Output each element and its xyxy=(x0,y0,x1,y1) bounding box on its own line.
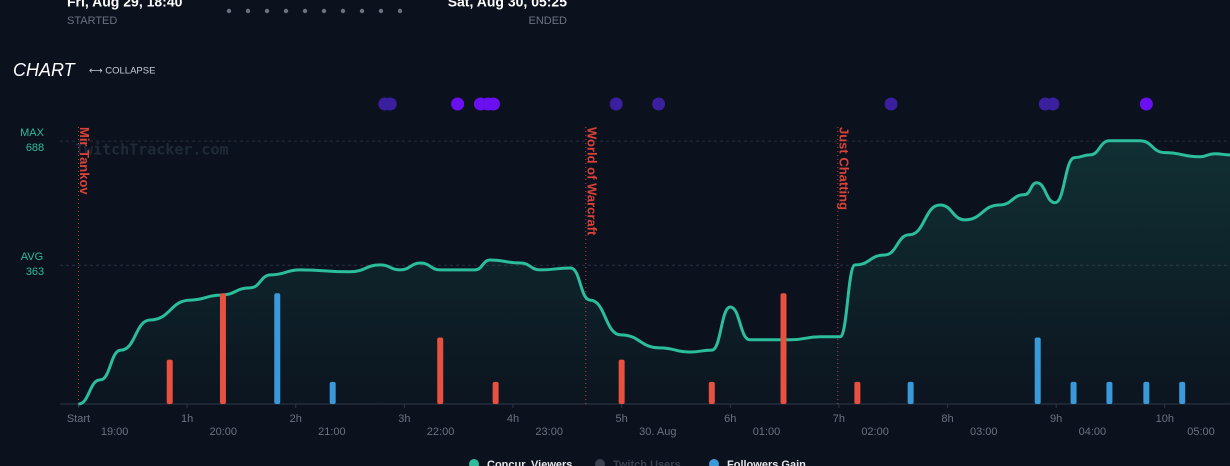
event-dot xyxy=(486,97,500,111)
followers-bar xyxy=(437,337,444,404)
event-dot xyxy=(451,97,465,111)
followers-bar xyxy=(1034,337,1041,404)
clock-tick-label: 04:00 xyxy=(1079,426,1107,438)
started-time: Fri, Aug 29, 18:40 xyxy=(67,0,183,10)
followers-bar xyxy=(274,293,281,404)
chart: TwitchTracker.com MAX 688 AVG 363 Start 1h 2h 3h… xyxy=(20,97,1230,466)
clock-tick-label: 21:00 xyxy=(318,426,346,438)
x-tick-label: 4h xyxy=(507,413,519,425)
ended-time: Sat, Aug 30, 05:25 xyxy=(448,0,568,10)
legend-label: Followers Gain xyxy=(727,459,806,466)
progress-dots xyxy=(226,8,403,14)
x-tick-label: 2h xyxy=(290,413,302,425)
legend-label: Concur. Viewers xyxy=(487,459,572,466)
section-title: CHART xyxy=(13,60,77,80)
legend-label: Twitch Users xyxy=(613,459,681,466)
clock-tick-label: 22:00 xyxy=(427,426,455,438)
viewers-line xyxy=(78,139,1230,406)
game-name: Mir Tankov xyxy=(77,127,92,195)
clock-tick-label: 23:00 xyxy=(535,426,563,438)
followers-bar xyxy=(907,381,914,404)
event-dot xyxy=(1139,97,1153,111)
x-tick-label: 6h xyxy=(724,413,736,425)
followers-bar xyxy=(219,293,226,404)
followers-bar xyxy=(1179,381,1186,404)
game-name: World of Warcraft xyxy=(584,127,599,236)
x-tick-label: 1h xyxy=(181,413,193,425)
reference-label: MAX xyxy=(20,127,45,139)
x-tick-label: 8h xyxy=(941,413,953,425)
x-tick-label: 7h xyxy=(833,413,845,425)
followers-bar xyxy=(329,381,336,404)
x-tick-label: 3h xyxy=(398,413,410,425)
started-label: STARTED xyxy=(67,15,117,27)
x-tick-label: 9h xyxy=(1050,413,1062,425)
clock-tick-label: 20:00 xyxy=(210,426,238,438)
reference-value: 688 xyxy=(26,142,44,154)
event-dot xyxy=(609,97,623,111)
followers-bar xyxy=(854,381,861,404)
watermark: TwitchTracker.com xyxy=(75,141,229,159)
followers-bar xyxy=(1143,381,1150,404)
clock-tick-label: 19:00 xyxy=(101,426,129,438)
followers-bar xyxy=(780,293,787,404)
followers-bar xyxy=(708,381,715,404)
legend-swatch xyxy=(709,459,719,466)
x-tick-label: 5h xyxy=(616,413,628,425)
followers-bar xyxy=(1106,381,1113,404)
clock-tick-label: 05:00 xyxy=(1187,426,1215,438)
x-tick-label: 10h xyxy=(1156,413,1174,425)
followers-bar xyxy=(618,359,625,404)
reference-label: AVG xyxy=(21,251,43,263)
legend-swatch xyxy=(595,459,605,466)
clock-tick-label: 03:00 xyxy=(970,426,998,438)
event-dot xyxy=(383,97,397,111)
followers-bar xyxy=(166,359,173,404)
collapse-button[interactable]: ⟷ COLLAPSE xyxy=(89,66,155,77)
event-dot xyxy=(1046,97,1060,111)
x-tick-label: Start xyxy=(67,413,90,425)
clock-tick-label: 02:00 xyxy=(861,426,889,438)
event-dot xyxy=(652,97,666,111)
game-name: Just Chatting xyxy=(836,127,851,210)
followers-bar xyxy=(492,381,499,404)
viewers-area xyxy=(78,140,1230,404)
ended-label: ENDED xyxy=(528,15,567,27)
reference-value: 363 xyxy=(26,266,44,278)
legend-swatch xyxy=(469,459,479,466)
clock-tick-label: 30. Aug xyxy=(639,426,676,438)
clock-tick-label: 01:00 xyxy=(753,426,781,438)
event-dot xyxy=(884,97,898,111)
followers-bar xyxy=(1070,381,1077,404)
